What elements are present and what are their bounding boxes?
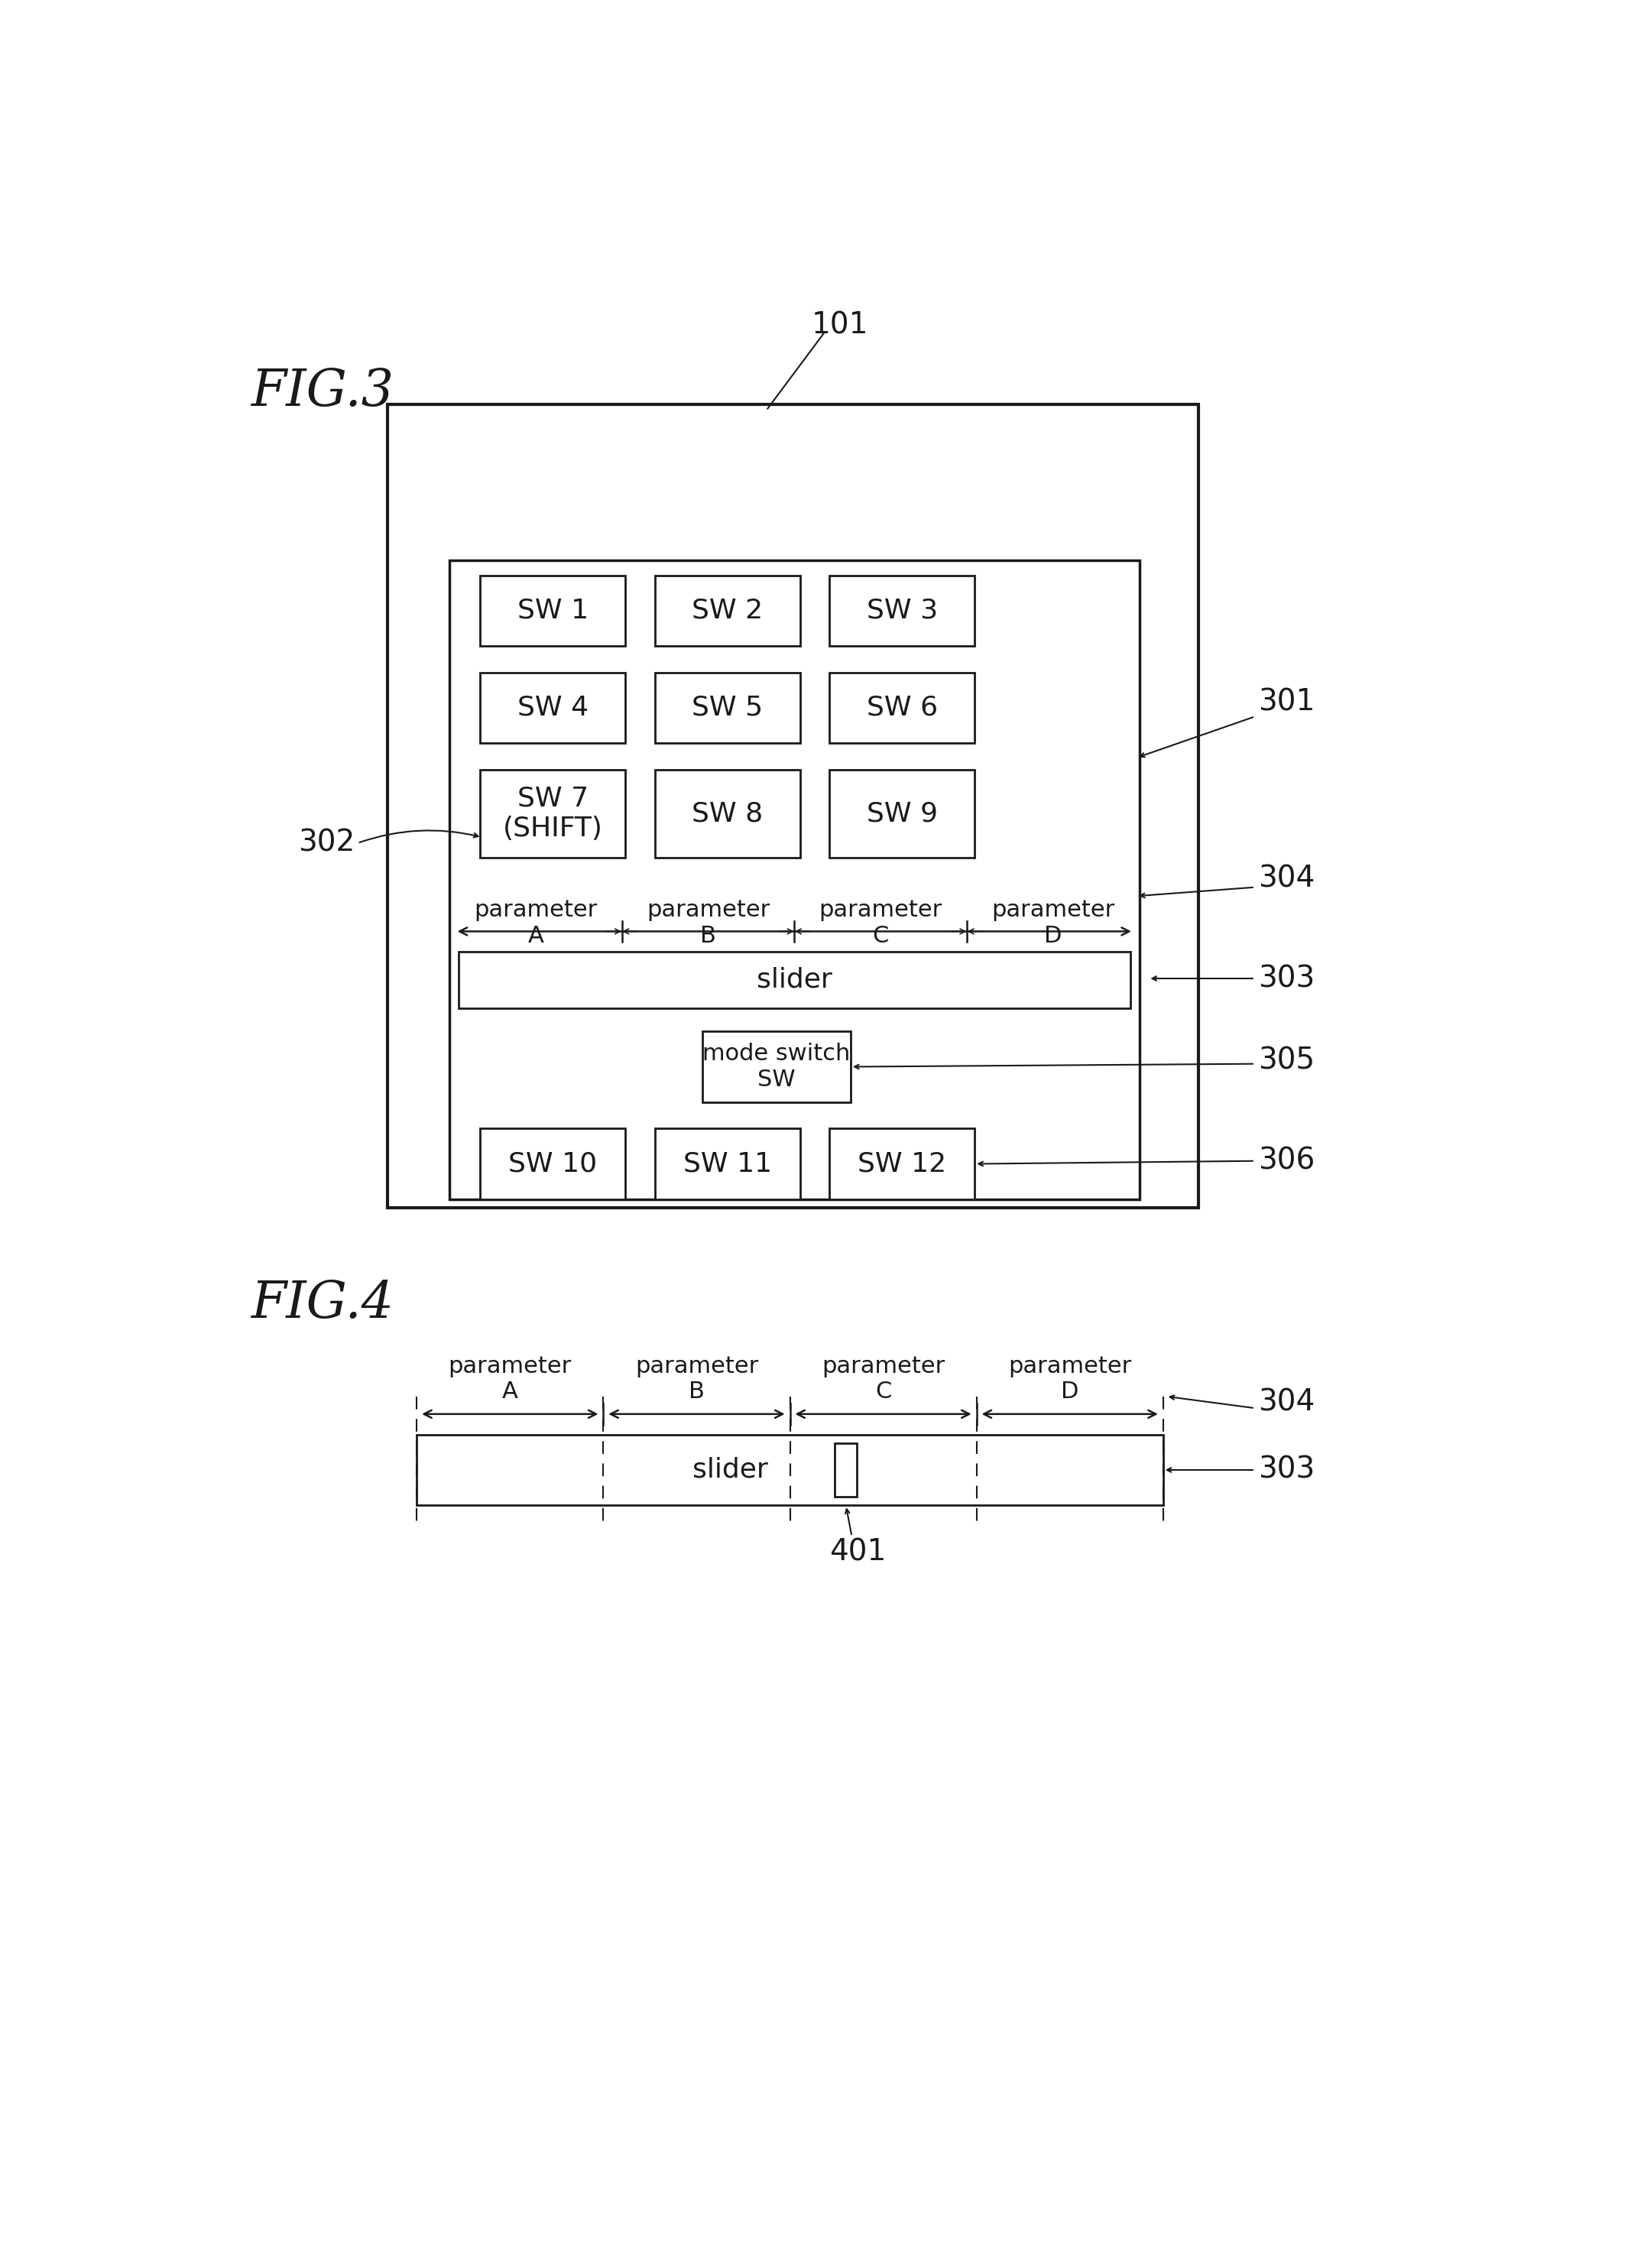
Text: 303: 303 xyxy=(1258,1456,1315,1486)
Text: parameter
A: parameter A xyxy=(448,1356,571,1404)
Text: SW 11: SW 11 xyxy=(684,1150,772,1177)
Text: SW 7
(SHIFT): SW 7 (SHIFT) xyxy=(503,785,602,841)
Text: SW 12: SW 12 xyxy=(858,1150,946,1177)
Bar xyxy=(654,671,799,744)
Text: parameter
D: parameter D xyxy=(1008,1356,1131,1404)
Text: SW 6: SW 6 xyxy=(866,694,938,721)
Bar xyxy=(830,576,975,646)
Bar xyxy=(703,1032,851,1102)
Text: 305: 305 xyxy=(1258,1046,1314,1075)
Text: SW 2: SW 2 xyxy=(692,596,764,624)
Text: 302: 302 xyxy=(298,828,355,857)
Text: FIG.4: FIG.4 xyxy=(251,1279,394,1329)
Bar xyxy=(417,1436,1162,1506)
Text: parameter
B: parameter B xyxy=(646,898,770,946)
Text: parameter
C: parameter C xyxy=(822,1356,944,1404)
Bar xyxy=(480,576,625,646)
Bar xyxy=(480,1129,625,1200)
Bar xyxy=(654,1129,799,1200)
Text: SW 10: SW 10 xyxy=(508,1150,597,1177)
Text: 301: 301 xyxy=(1258,687,1315,717)
Bar xyxy=(387,404,1198,1209)
Bar xyxy=(830,769,975,857)
Bar xyxy=(654,576,799,646)
Text: SW 8: SW 8 xyxy=(692,801,764,826)
Text: parameter
B: parameter B xyxy=(635,1356,759,1404)
Bar xyxy=(457,953,1130,1007)
Text: slider: slider xyxy=(757,966,832,993)
Text: parameter
D: parameter D xyxy=(991,898,1115,946)
Text: 306: 306 xyxy=(1258,1145,1315,1175)
Text: SW 1: SW 1 xyxy=(518,596,588,624)
Text: 304: 304 xyxy=(1258,864,1315,894)
Text: slider: slider xyxy=(692,1456,768,1483)
Text: SW 9: SW 9 xyxy=(866,801,938,826)
Text: mode switch
SW: mode switch SW xyxy=(703,1043,850,1091)
Bar xyxy=(654,769,799,857)
Bar xyxy=(480,769,625,857)
Bar xyxy=(835,1442,858,1497)
Text: 101: 101 xyxy=(812,311,869,340)
Text: 303: 303 xyxy=(1258,964,1315,993)
Bar xyxy=(830,671,975,744)
Bar xyxy=(449,560,1140,1200)
Text: SW 5: SW 5 xyxy=(692,694,764,721)
Text: parameter
A: parameter A xyxy=(474,898,597,946)
Text: SW 3: SW 3 xyxy=(866,596,938,624)
Text: SW 4: SW 4 xyxy=(518,694,588,721)
Bar xyxy=(830,1129,975,1200)
Text: 304: 304 xyxy=(1258,1388,1315,1418)
Bar xyxy=(480,671,625,744)
Text: parameter
C: parameter C xyxy=(819,898,943,946)
Text: FIG.3: FIG.3 xyxy=(251,367,394,417)
Text: 401: 401 xyxy=(829,1538,886,1567)
